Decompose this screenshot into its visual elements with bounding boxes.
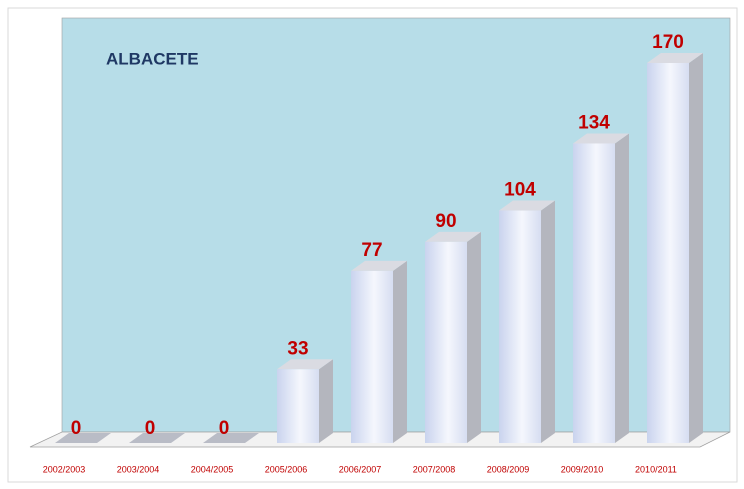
bar: [647, 63, 689, 443]
chart-title: ALBACETE: [106, 49, 199, 68]
value-label: 170: [652, 32, 684, 53]
bar-top: [499, 200, 555, 211]
x-tick-label: 2008/2009: [487, 464, 530, 474]
value-label: 0: [219, 418, 230, 439]
bar: [499, 210, 541, 443]
x-tick-label: 2003/2004: [117, 464, 160, 474]
x-tick-label: 2007/2008: [413, 464, 456, 474]
bar-top: [277, 359, 333, 370]
x-tick-label: 2009/2010: [561, 464, 604, 474]
bar-side: [467, 231, 481, 443]
value-label: 0: [71, 418, 82, 439]
bar-side: [393, 260, 407, 443]
bar: [351, 270, 393, 443]
bar-top: [425, 231, 481, 242]
bar-side: [319, 359, 333, 443]
x-tick-label: 2005/2006: [265, 464, 308, 474]
bar: [55, 433, 111, 443]
bar: [277, 369, 319, 443]
bar: [573, 143, 615, 443]
value-label: 77: [361, 240, 382, 261]
bar: [425, 241, 467, 443]
x-tick-label: 2006/2007: [339, 464, 382, 474]
x-tick-label: 2002/2003: [43, 464, 86, 474]
value-label: 134: [578, 112, 610, 133]
value-label: 104: [504, 180, 536, 201]
bar: [203, 433, 259, 443]
value-label: 0: [145, 418, 156, 439]
x-tick-label: 2004/2005: [191, 464, 234, 474]
x-tick-label: 2010/2011: [635, 464, 677, 474]
bar-top: [647, 53, 703, 63]
value-label: 90: [435, 211, 456, 232]
bar-top: [351, 260, 407, 271]
value-label: 33: [287, 338, 308, 359]
bar-top: [573, 133, 629, 144]
bar-side: [689, 53, 703, 443]
bar-side: [541, 200, 555, 443]
bar: [129, 433, 185, 443]
bar-side: [615, 133, 629, 443]
